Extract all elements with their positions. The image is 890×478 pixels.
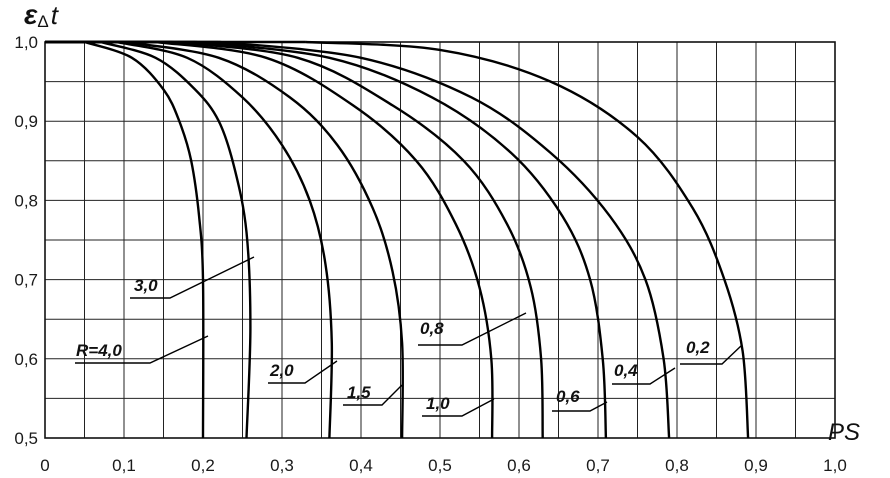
leader-line — [612, 367, 676, 385]
curve-label: 1,5 — [347, 383, 371, 402]
tick-labels: 0 0,1 0,2 0,3 0,4 0,5 0,6 0,7 0,8 0,9 1,0 0,5 0,6 0,7… — [14, 33, 846, 475]
y-tick-label: 0,7 — [14, 271, 38, 290]
x-tick-label: 0 — [40, 456, 49, 475]
curve-10 — [155, 40, 494, 439]
leader-line — [418, 312, 527, 346]
leader-line — [75, 335, 209, 364]
x-tick-label: 0,1 — [112, 456, 136, 475]
x-tick-label: 0,8 — [665, 456, 689, 475]
curve-02 — [305, 40, 750, 439]
leader-line — [130, 256, 255, 299]
y-axis-title-sub: Δ — [37, 12, 48, 31]
y-tick-label: 0,5 — [14, 429, 38, 448]
curves — [45, 40, 750, 439]
y-axis-title-tail: t — [51, 0, 60, 30]
x-tick-label: 0,9 — [744, 456, 768, 475]
x-tick-label: 0,3 — [270, 456, 294, 475]
y-tick-label: 0,8 — [14, 191, 38, 210]
plot-frame — [44, 41, 836, 439]
curve-label: 0,2 — [686, 338, 710, 357]
y-tick-label: 0,9 — [14, 112, 38, 131]
x-tick-label: 0,5 — [428, 456, 452, 475]
leader-line — [422, 398, 495, 417]
x-tick-label: 0,2 — [191, 456, 215, 475]
curve-label: R=4,0 — [76, 341, 122, 360]
curve-04 — [218, 40, 671, 439]
curve-label: 3,0 — [134, 276, 158, 295]
x-tick-label: 0,4 — [349, 456, 373, 475]
grid — [44, 41, 836, 439]
curve-30 — [99, 40, 252, 439]
leader-line — [343, 384, 403, 406]
y-tick-label: 1,0 — [14, 33, 38, 52]
curve-label: 1,0 — [426, 394, 450, 413]
curve-06 — [194, 40, 608, 439]
curve-20 — [115, 40, 334, 439]
leader-line — [552, 401, 608, 412]
curve-40 — [84, 40, 205, 439]
curve-label: 0,4 — [614, 361, 638, 380]
curve-label: 2,0 — [269, 361, 294, 380]
curve-label: 0,6 — [556, 387, 580, 406]
x-tick-label: 0,6 — [507, 456, 531, 475]
y-tick-label: 0,6 — [14, 350, 38, 369]
curve-15 — [123, 40, 405, 439]
x-tick-label: 0,7 — [586, 456, 610, 475]
leader-line — [268, 360, 338, 384]
x-axis-title: PS — [828, 419, 860, 446]
curve-label: 0,8 — [420, 319, 444, 338]
curve-08 — [171, 40, 544, 439]
y-axis-title-main: ε — [24, 0, 38, 30]
x-tick-label: 1,0 — [823, 456, 847, 475]
y-axis-title: εΔt — [24, 0, 60, 31]
leader-line — [680, 344, 743, 365]
label-leaders: R=4,0 3,0 2,0 1,5 1,0 0,8 0,6 0,4 0,2 — [75, 256, 743, 417]
